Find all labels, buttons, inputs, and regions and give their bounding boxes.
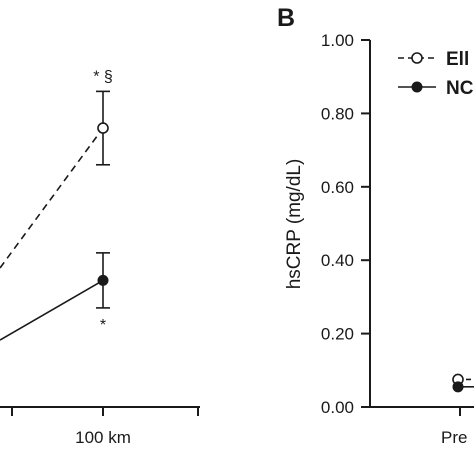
panel-b-y-tick-label: 0.20 (321, 325, 354, 344)
panel-a-solid-line (0, 279, 104, 341)
panel-b-letter: B (277, 4, 295, 32)
legend-nc-marker (411, 81, 423, 93)
panel-b: B 0.00 0.20 0.40 0.60 0.80 1.00 Pre hsCRP (mg… (277, 4, 474, 447)
panel-b-legend: Ell NC (398, 49, 474, 99)
panel-b-y-tick-label: 0.80 (321, 104, 354, 123)
panel-a-open-marker (97, 122, 109, 134)
panel-a-x-tick-label: 100 km (75, 428, 131, 447)
panel-b-x-tick-label: Pre (441, 428, 467, 447)
legend-entry-ell: Ell (398, 49, 469, 70)
panel-b-y-tick-label: 0.00 (321, 398, 354, 417)
panel-b-y-tick-label: 0.60 (321, 178, 354, 197)
panel-a-filled-marker (97, 274, 109, 286)
legend-nc-label: NC (446, 78, 474, 99)
panel-a: 100 km * § * (0, 68, 200, 447)
panel-b-y-axis-label: hsCRP (mg/dL) (284, 159, 305, 290)
panel-a-filled-significance: * (100, 317, 106, 334)
panel-b-y-ticks: 0.00 0.20 0.40 0.60 0.80 1.00 (321, 31, 370, 417)
panel-a-open-significance: * § (93, 68, 113, 85)
panel-b-y-tick-label: 1.00 (321, 31, 354, 50)
panel-b-y-tick-label: 0.40 (321, 251, 354, 270)
legend-entry-nc: NC (398, 78, 474, 99)
panel-a-dashed-line (0, 127, 104, 269)
panel-b-filled-marker (452, 381, 464, 393)
legend-ell-label: Ell (446, 49, 469, 70)
legend-ell-marker (411, 52, 423, 64)
